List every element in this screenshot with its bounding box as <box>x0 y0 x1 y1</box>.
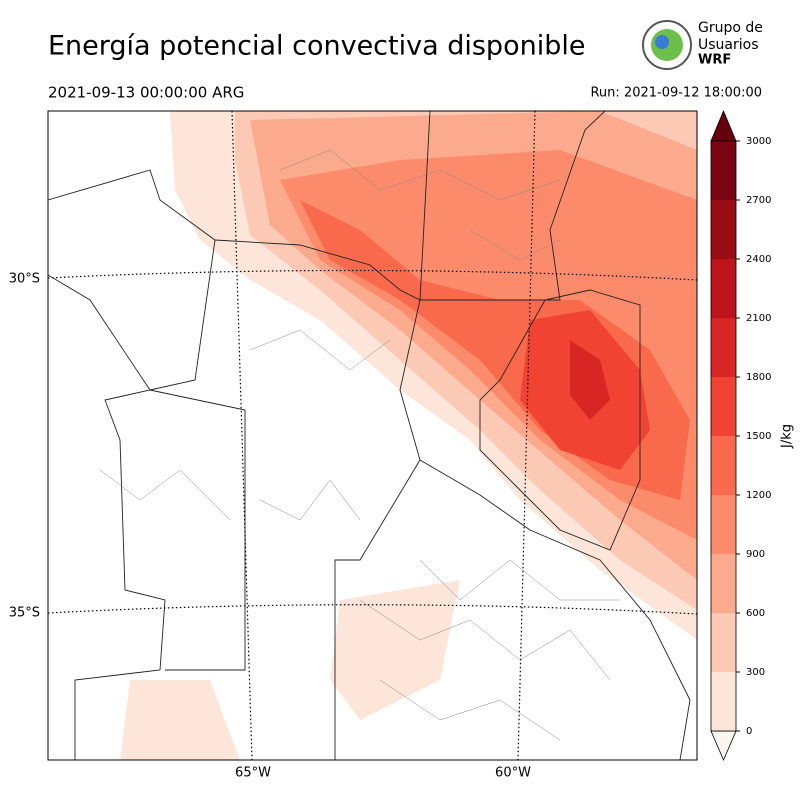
colorbar-segment <box>711 613 736 672</box>
border <box>479 289 641 551</box>
colorbar-segment <box>711 141 736 200</box>
logo-text: Grupo de <box>698 20 763 36</box>
colorbar-tick-label: 3000 <box>746 136 771 147</box>
longitude-line <box>517 111 536 760</box>
cape-field <box>120 580 460 760</box>
boundaries <box>48 111 691 760</box>
colorbar-tick-label: 2400 <box>746 254 771 265</box>
colorbar-segment <box>711 436 736 495</box>
colorbar-tick-label: 1800 <box>746 372 771 383</box>
colorbar-tick-label: 900 <box>746 549 765 560</box>
colorbar-tick-label: 2700 <box>746 195 771 206</box>
colorbar-segment <box>711 672 736 731</box>
valid-time: 2021-09-13 00:00:00 ARG <box>48 84 244 102</box>
colorbar-segment <box>711 318 736 377</box>
colorbar-tick-label: 1200 <box>746 490 771 501</box>
logo-text: Usuarios <box>698 37 759 53</box>
departments <box>99 149 620 741</box>
colorbar-tick-label: 300 <box>746 667 765 678</box>
longitude-line <box>231 111 253 760</box>
colorbar-tick-label: 600 <box>746 608 765 619</box>
colorbar: 0 300 600 900 1200 1500 1800 2100 2400 2700 3000 J/… <box>710 109 795 762</box>
colorbar-segment <box>711 495 736 554</box>
run-time: Run: 2021-09-12 18:00:00 <box>590 86 762 101</box>
latitude-line <box>48 269 697 281</box>
cape-field <box>570 340 610 420</box>
colorbar-tick-label: 0 <box>746 726 752 737</box>
coast <box>419 459 691 760</box>
colorbar-label: J/kg <box>780 424 795 449</box>
graticule <box>48 111 697 760</box>
map <box>48 111 697 760</box>
lon-label: 65°W <box>235 766 271 781</box>
colorbar-segment <box>711 377 736 436</box>
border <box>48 274 166 760</box>
colorbar-segment <box>711 200 736 259</box>
colorbar-under <box>710 730 737 762</box>
lat-label: 35°S <box>9 606 40 621</box>
border <box>420 111 606 301</box>
lon-label: 60°W <box>495 766 531 781</box>
border <box>334 299 421 760</box>
logo-text: WRF <box>698 53 731 68</box>
title: Energía potencial convectiva disponible <box>48 31 585 62</box>
colorbar-segment <box>711 554 736 613</box>
colorbar-tick-label: 2100 <box>746 313 771 324</box>
colorbar-tick-label: 1500 <box>746 431 771 442</box>
border <box>48 111 431 301</box>
logo-globe-detail <box>655 35 669 49</box>
lat-label: 30°S <box>9 272 40 287</box>
logo: Grupo de Usuarios WRF <box>642 20 763 70</box>
colorbar-segment <box>711 259 736 318</box>
map-frame <box>47 110 698 761</box>
border <box>149 239 216 391</box>
colorbar-over <box>710 109 737 142</box>
department-line <box>99 149 620 741</box>
latitude-line <box>48 604 697 615</box>
